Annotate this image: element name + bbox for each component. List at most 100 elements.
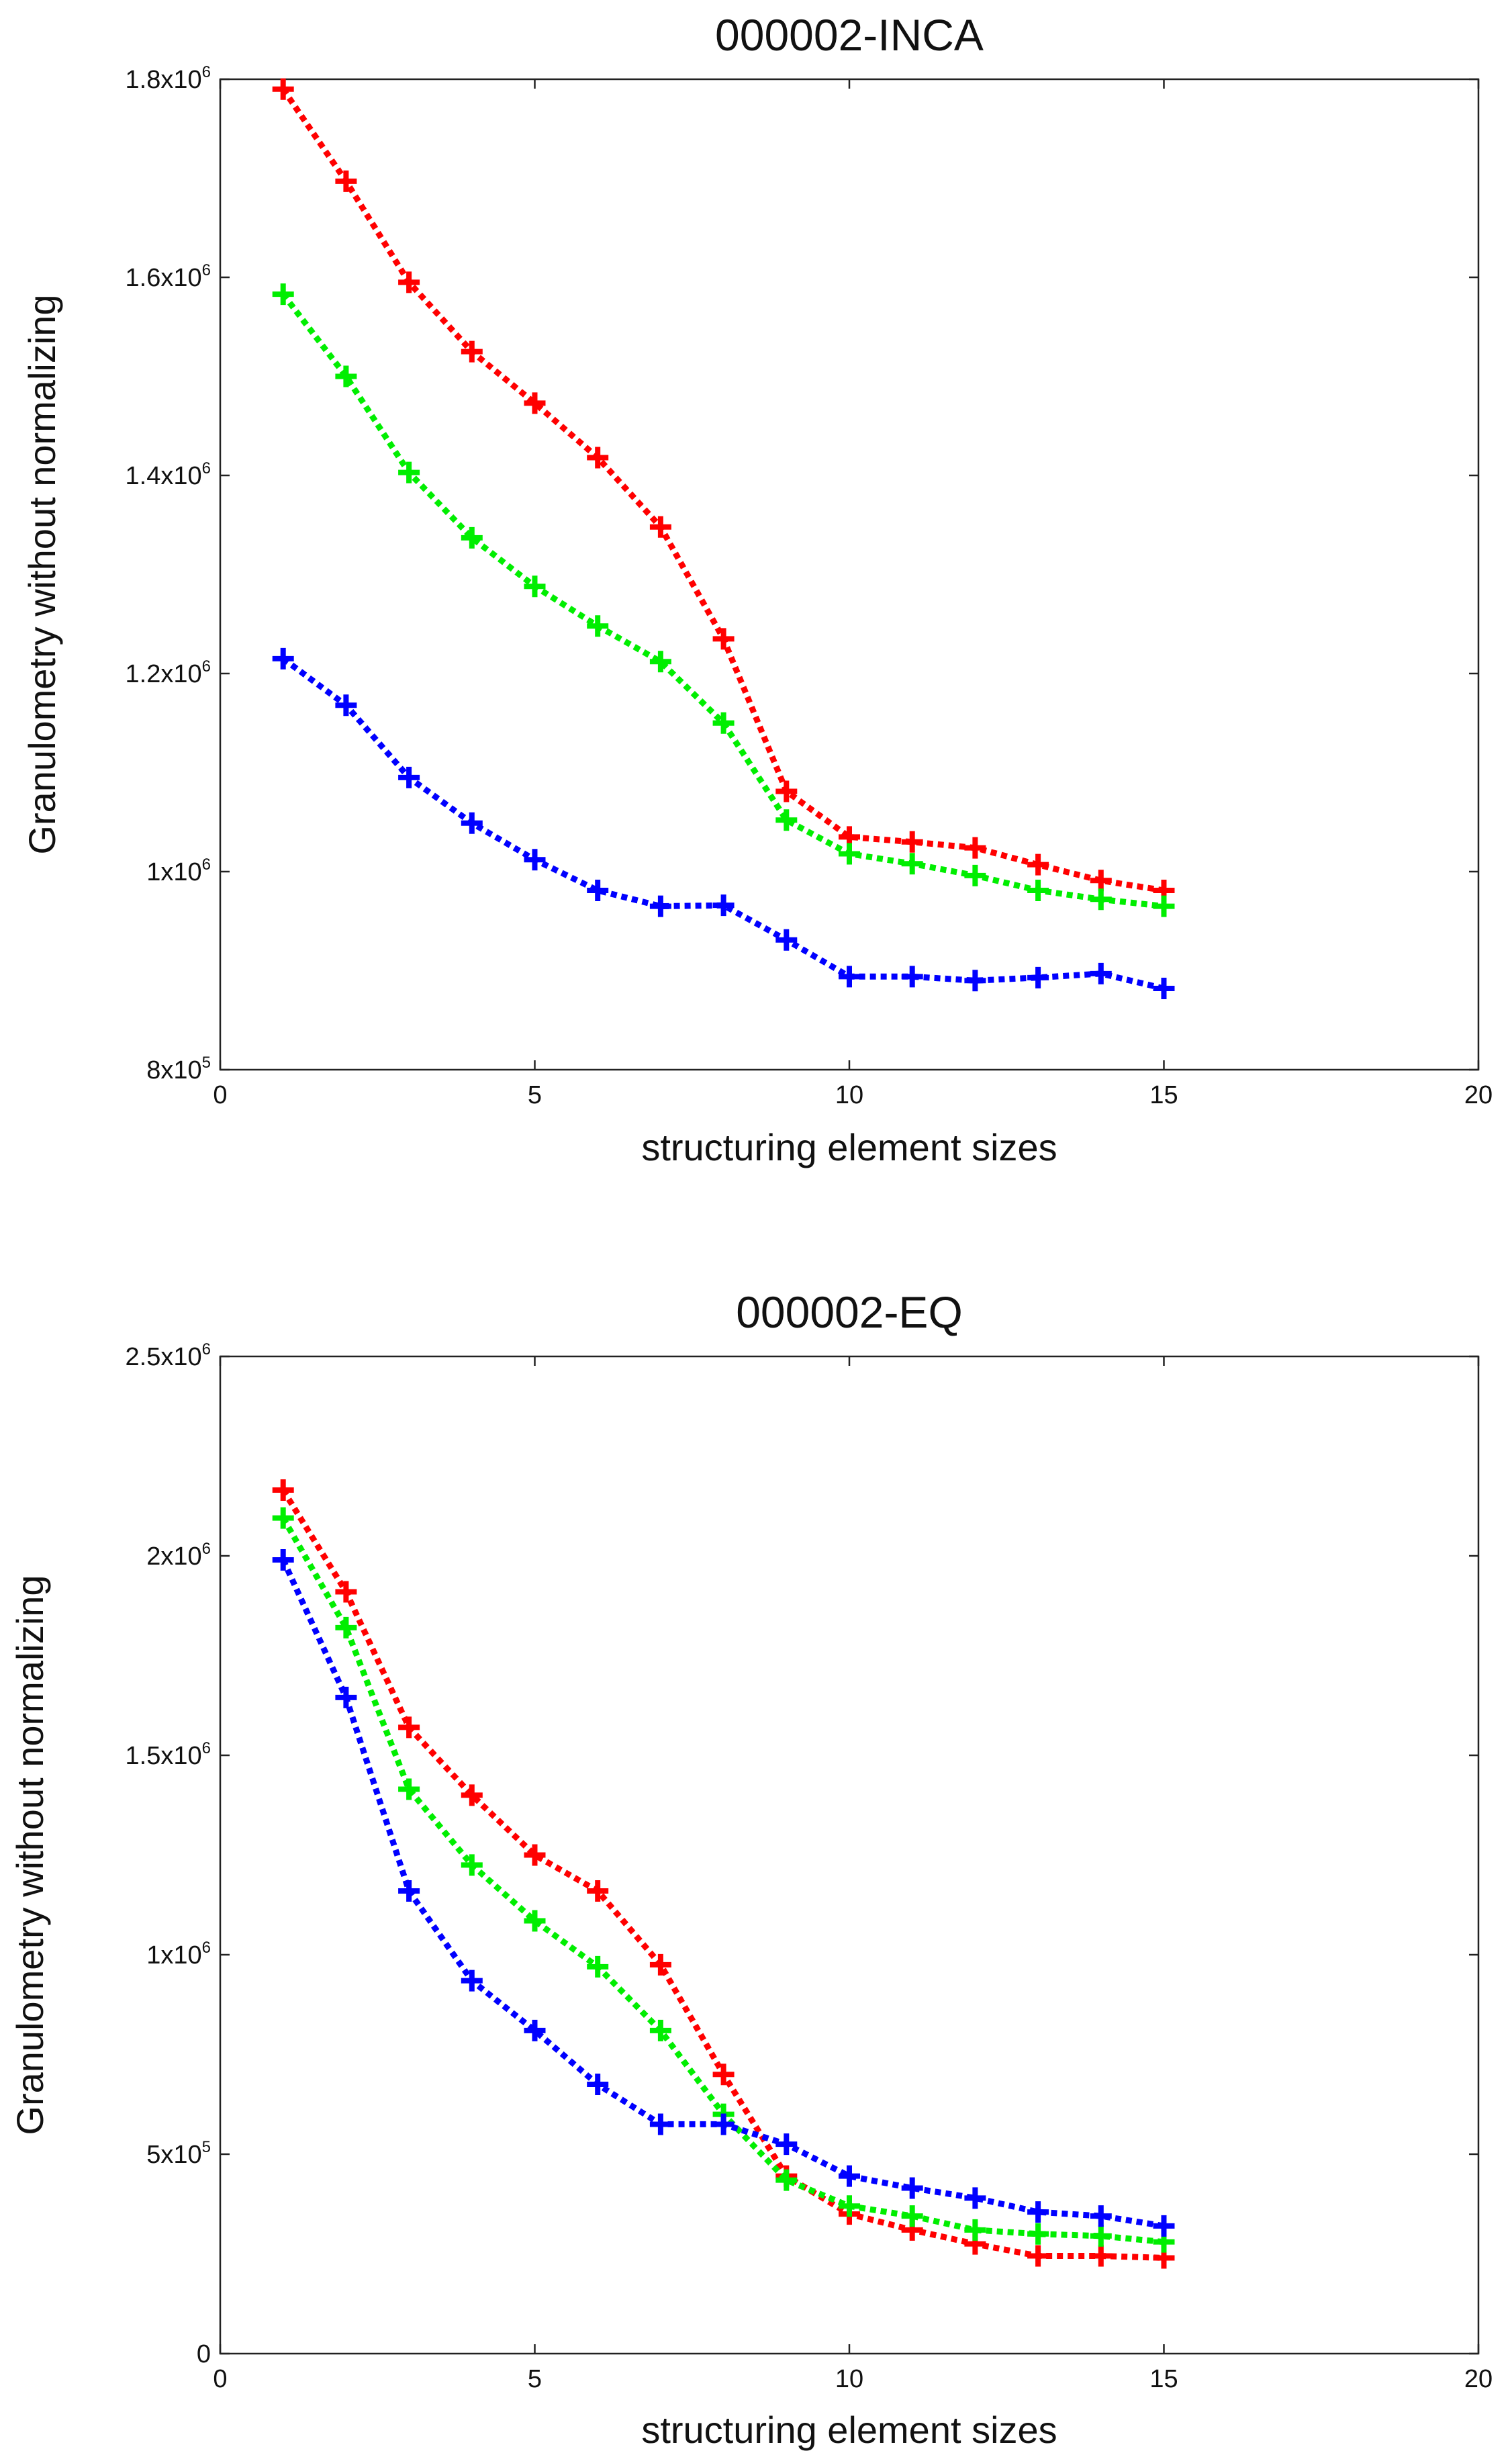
chart-2-ytick-label: 5x105	[146, 2138, 211, 2169]
chart-2-point-blue	[524, 2019, 546, 2041]
chart-2-point-red	[587, 1880, 609, 1902]
chart-2-point-blue	[649, 2113, 671, 2135]
chart-1-point-blue	[1090, 962, 1112, 984]
chart-1-point-red	[775, 780, 798, 802]
chart-1-point-green	[398, 461, 420, 483]
chart-2-point-blue	[587, 2074, 609, 2096]
chart-1-point-red	[1090, 870, 1112, 892]
chart-1-point-blue	[839, 966, 860, 988]
chart-2-point-green	[901, 2205, 923, 2227]
chart-2-y-axis-label: Granulometry without normalizing	[9, 1575, 51, 2135]
chart-1-point-green	[1027, 880, 1049, 902]
chart-2-point-red	[712, 2064, 735, 2086]
chart-2-ytick-label-exponent: 6	[202, 1540, 211, 1558]
chart-2-ytick-label-base: 2.5x10	[126, 1343, 202, 1371]
chart-2-point-red	[398, 1716, 420, 1739]
chart-2-title: 000002-EQ	[736, 1287, 963, 1337]
chart-2-ytick-label-exponent: 6	[202, 1340, 211, 1358]
chart-2-point-green	[649, 2019, 671, 2041]
chart-2-ytick-label-base: 1.5x10	[126, 1742, 202, 1770]
chart-2-ytick-label-exponent: 6	[202, 1739, 211, 1757]
chart-1-xtick-label: 20	[1464, 1081, 1493, 1109]
chart-1-ytick-label-exponent: 6	[202, 261, 211, 279]
chart-1-point-red	[335, 170, 357, 192]
chart-2-ytick-label: 2.5x106	[126, 1340, 211, 1371]
chart-1-point-green	[335, 365, 357, 387]
chart-1-point-red	[272, 78, 294, 100]
chart-2-point-green	[524, 1910, 546, 1932]
chart-1-point-blue	[587, 880, 609, 902]
chart-1-ytick-label: 1.4x106	[126, 459, 211, 490]
chart-1-point-blue	[461, 812, 483, 834]
chart-1-ytick-label-base: 1x10	[146, 858, 201, 886]
chart-2-point-green	[587, 1955, 609, 1978]
chart-2-xtick-label: 20	[1464, 2365, 1493, 2393]
chart-2-point-red	[649, 1953, 671, 1976]
chart-2-ytick-label-exponent: 5	[202, 2138, 211, 2156]
chart-2-point-blue	[272, 1548, 294, 1571]
chart-2-ytick-label-exponent: 6	[202, 1939, 211, 1957]
chart-2-xtick-label: 10	[835, 2365, 863, 2393]
chart-1-point-green	[839, 843, 860, 865]
chart-2-point-blue	[901, 2177, 923, 2199]
chart-2-x-axis-label: structuring element sizes	[641, 2409, 1057, 2451]
chart-2-point-green	[1090, 2225, 1112, 2247]
chart-1-point-blue	[964, 970, 986, 992]
chart-1-ytick-label-exponent: 6	[202, 63, 211, 81]
chart-2-point-red	[1090, 2245, 1112, 2267]
chart-1-point-blue	[1027, 966, 1049, 988]
chart-1-ytick-label-base: 1.2x10	[126, 660, 202, 688]
chart-2-xtick-label: 15	[1149, 2365, 1178, 2393]
chart-2-point-blue	[1153, 2215, 1175, 2237]
chart-1-ytick-label-exponent: 6	[202, 855, 211, 874]
chart-1-ytick-label-exponent: 6	[202, 459, 211, 477]
chart-1-point-green	[649, 651, 671, 673]
chart-2-xtick-label: 5	[528, 2365, 542, 2393]
chart-1-point-blue	[649, 895, 671, 917]
chart-2-point-green	[335, 1616, 357, 1638]
chart-2-xtick-label: 0	[213, 2365, 227, 2393]
chart-1-point-red	[587, 447, 609, 469]
chart-2-point-blue	[1090, 2205, 1112, 2227]
chart-1-point-blue	[775, 929, 798, 951]
chart-2: 000002-EQ0 5 10 15 2005x1051x1061.5x1062x106…	[9, 1287, 1493, 2451]
chart-2-ytick-label: 0	[197, 2340, 211, 2368]
chart-2-point-blue	[712, 2113, 735, 2135]
chart-1-point-blue	[712, 894, 735, 917]
chart-2-point-blue	[964, 2187, 986, 2209]
chart-2-point-blue	[461, 1970, 483, 1992]
chart-1-point-green	[712, 712, 735, 734]
chart-2-point-blue	[839, 2165, 860, 2187]
chart-2-ytick-label: 1.5x106	[126, 1739, 211, 1770]
chart-2-point-green	[272, 1507, 294, 1529]
chart-1-ytick-label-base: 1.6x10	[126, 264, 202, 292]
chart-1-series-blue	[272, 647, 1175, 1000]
chart-1-xtick-label: 5	[528, 1081, 542, 1109]
chart-2-point-red	[1027, 2245, 1049, 2267]
chart-2-ytick-label-base: 1x10	[146, 1941, 201, 1970]
chart-2-point-blue	[1027, 2201, 1049, 2223]
chart-1-point-green	[461, 526, 483, 549]
chart-2-point-green	[839, 2195, 860, 2217]
chart-1-ytick-label-base: 8x10	[146, 1056, 201, 1084]
chart-1-ytick-label-base: 1.8x10	[126, 66, 202, 94]
chart-1-point-green	[1153, 895, 1175, 917]
chart-1-point-red	[524, 392, 546, 414]
chart-2-point-red	[272, 1479, 294, 1501]
chart-1-point-red	[964, 837, 986, 859]
chart-2-ytick-label-base: 0	[197, 2340, 211, 2368]
chart-2-point-red	[524, 1844, 546, 1866]
chart-1-y-axis-label: Granulometry without normalizing	[21, 294, 63, 854]
chart-2-point-green	[964, 2219, 986, 2241]
chart-1-point-red	[649, 516, 671, 538]
chart-2-ytick-label-base: 5x10	[146, 2141, 201, 2169]
chart-1-ytick-label: 8x105	[146, 1054, 211, 1084]
chart-2-point-blue	[335, 1686, 357, 1708]
chart-1-x-axis-label: structuring element sizes	[641, 1126, 1057, 1168]
chart-2-point-green	[775, 2169, 798, 2191]
chart-2-point-blue	[775, 2133, 798, 2156]
chart-2-point-green	[461, 1854, 483, 1876]
